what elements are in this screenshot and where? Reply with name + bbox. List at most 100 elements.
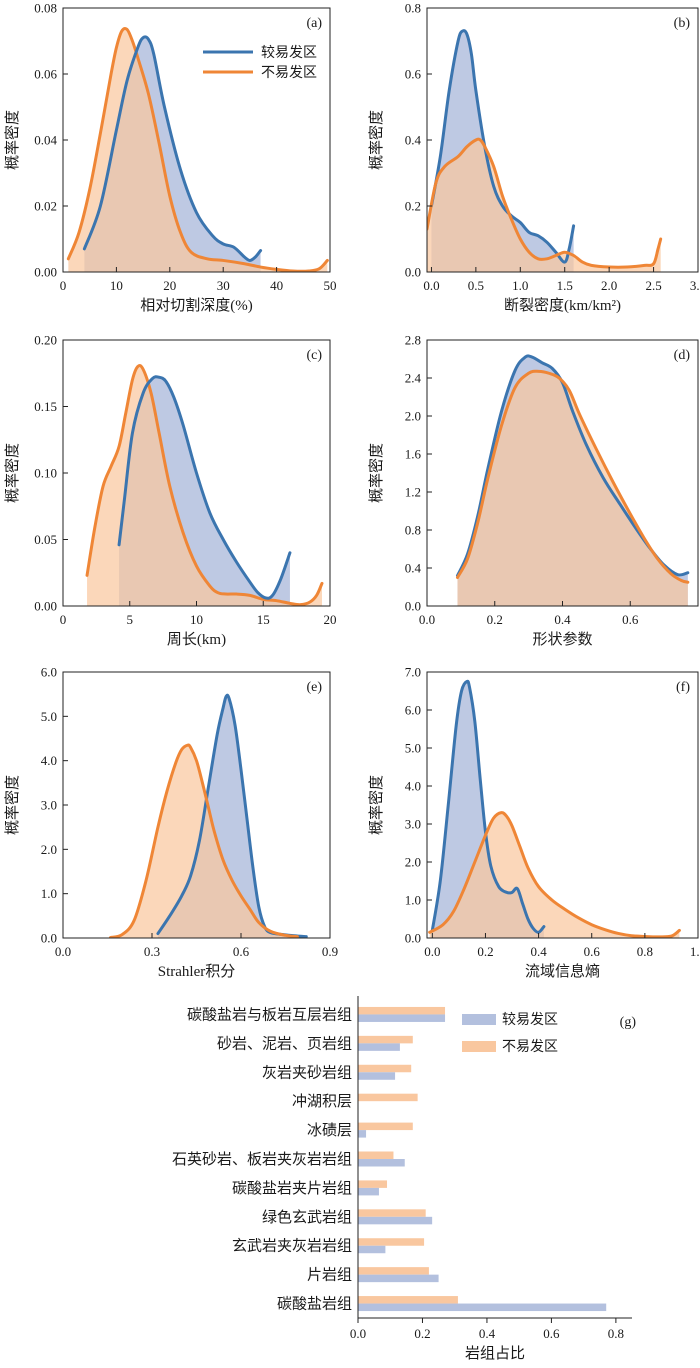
notprone-area-fill: [110, 744, 298, 938]
bar-prone: [358, 1130, 367, 1138]
y-tick-label: 2.0: [405, 855, 421, 870]
x-axis-label: 相对切割深度(%): [140, 297, 253, 314]
y-tick-label: 0.4: [405, 133, 422, 148]
plot-area: [427, 29, 663, 272]
notprone-area-fill: [429, 812, 680, 938]
notprone-density-line: [427, 137, 663, 269]
y-tick-label: 1.6: [405, 447, 422, 462]
bar-notprone: [358, 1238, 425, 1246]
category-label: 冰碛层: [307, 1122, 352, 1139]
plot-area: [455, 354, 690, 606]
legend-swatch-prone: [462, 1014, 496, 1025]
prone-density-line: [117, 375, 292, 600]
x-tick-label: 0: [60, 612, 67, 627]
y-tick-label: 0.8: [405, 1, 421, 16]
notprone-density-line: [85, 364, 324, 606]
y-tick-label: 5.0: [405, 741, 421, 756]
bar-prone: [358, 1303, 607, 1312]
x-tick-label: 0.2: [487, 612, 503, 627]
plot-area: [428, 679, 681, 938]
y-tick-label: 0.8: [405, 523, 421, 538]
y-tick-label: 0.0: [41, 931, 57, 946]
bar-notprone: [358, 1151, 394, 1159]
bar-notprone: [358, 1209, 426, 1217]
density-panel-c: 0 5 10 15 20 0.00 0.05 0.10 0.15 0.20 周长(km) 概率密度 (c…: [4, 333, 337, 649]
legend-swatch-notprone: [462, 1041, 496, 1052]
x-tick-label: 0.0: [350, 1326, 366, 1341]
prone-density-line: [430, 679, 546, 934]
x-tick-label: 0.6: [543, 1326, 560, 1341]
x-tick-label: 40: [270, 278, 283, 293]
panel-tag: (d): [674, 348, 691, 363]
x-tick-label: 2.5: [645, 278, 661, 293]
y-tick-label: 2.8: [405, 333, 421, 348]
category-label: 绿色玄武岩组: [262, 1209, 352, 1226]
y-tick-label: 2.0: [41, 842, 57, 857]
category-label: 灰岩夹砂岩组: [262, 1064, 352, 1081]
y-axis-label: 概率密度: [4, 443, 21, 503]
bar-notprone: [358, 1006, 446, 1015]
plot-frame: [426, 671, 699, 939]
x-tick-label: 0.8: [637, 944, 653, 959]
y-tick-label: 0.0: [405, 265, 421, 280]
notprone-density-line: [108, 743, 299, 938]
category-label: 片岩组: [307, 1267, 352, 1284]
legend-label-prone: 较易发区: [502, 1012, 558, 1028]
x-tick-label: 5: [127, 612, 134, 627]
x-tick-label: 20: [163, 278, 176, 293]
x-tick-label: 30: [217, 278, 230, 293]
x-tick-label: 50: [324, 278, 337, 293]
x-tick-label: 0.2: [477, 944, 493, 959]
y-tick-label: 0.6: [405, 67, 422, 82]
x-tick-label: 0.8: [608, 1326, 624, 1341]
y-tick-label: 2.4: [405, 371, 422, 386]
x-tick-label: 0.0: [419, 612, 435, 627]
y-axis-label: 概率密度: [4, 775, 21, 835]
notprone-area-fill: [457, 371, 688, 606]
x-tick-label: 0.0: [423, 278, 439, 293]
bar-notprone: [358, 1267, 429, 1275]
plot-area: [66, 26, 329, 272]
x-tick-label: 0.0: [424, 944, 440, 959]
y-tick-label: 0.00: [34, 265, 57, 280]
bar-notprone: [358, 1093, 418, 1102]
bar-panel-g: 碳酸盐岩与板岩互层岩组砂岩、泥岩、页岩组灰岩夹砂岩组冲湖积层冰碛层石英砂岩、板岩…: [172, 996, 636, 1362]
x-tick-label: 0.3: [144, 944, 160, 959]
panel-tag: (f): [676, 680, 690, 695]
bar-notprone: [358, 1180, 388, 1188]
category-label: 砂岩、泥岩、页岩组: [217, 1035, 352, 1052]
panel-tag: (b): [674, 16, 691, 31]
x-axis-label: 断裂密度(km/km²): [504, 297, 621, 314]
y-tick-label: 4.0: [41, 753, 57, 768]
x-tick-label: 1.5: [557, 278, 573, 293]
y-tick-label: 6.0: [41, 665, 57, 680]
panel-tag: (g): [620, 1015, 637, 1030]
x-tick-label: 10: [110, 278, 123, 293]
x-tick-label: 0.4: [479, 1326, 496, 1341]
panel-tag: (a): [306, 16, 322, 31]
x-axis-label: 岩组占比: [465, 1345, 525, 1362]
bar-notprone: [358, 1064, 412, 1073]
bar-prone: [358, 1187, 379, 1196]
y-axis-label: 概率密度: [4, 110, 21, 170]
x-tick-label: 20: [324, 612, 337, 627]
plot-area: [85, 364, 324, 606]
x-tick-label: 3.0: [690, 278, 700, 293]
x-tick-label: 0.6: [233, 944, 250, 959]
prone-density-line: [429, 29, 576, 264]
y-tick-label: 3.0: [405, 817, 421, 832]
bar-notprone: [358, 1122, 413, 1131]
y-tick-label: 7.0: [405, 665, 421, 680]
x-tick-label: 0.4: [554, 612, 571, 627]
category-label: 碳酸盐岩组: [277, 1296, 352, 1313]
y-tick-label: 0.0: [405, 931, 421, 946]
category-label: 碳酸盐岩夹片岩组: [232, 1180, 352, 1197]
y-axis-label: 概率密度: [368, 110, 385, 170]
notprone-area-fill: [87, 365, 322, 606]
bar-prone: [358, 1159, 405, 1167]
bar-prone: [358, 1274, 439, 1283]
bar-notprone: [358, 1035, 413, 1044]
